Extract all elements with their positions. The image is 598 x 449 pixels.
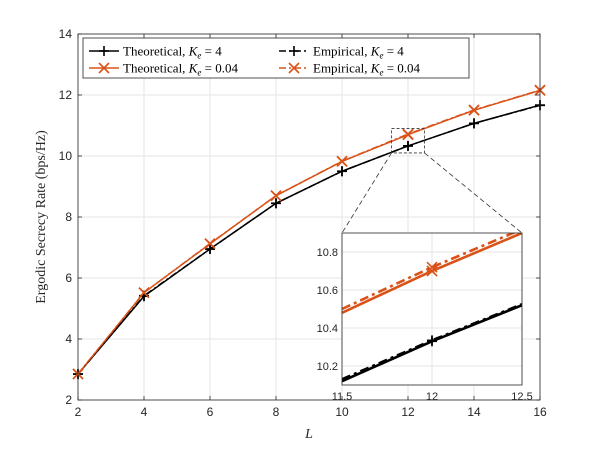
series-2-point-5 — [403, 140, 413, 151]
legend-marker-3 — [288, 62, 300, 74]
inset-y-tick-label-0: 10.2 — [317, 361, 338, 373]
inset-series — [342, 233, 522, 383]
x-tick-label-7: 16 — [533, 405, 547, 419]
inset-tick-labels: 11.5 12 12.5 10.2 10.4 10.6 10.8 — [317, 247, 533, 403]
inset-series-3-point-0-d2 — [426, 261, 438, 273]
legend-label-value: = 4 — [201, 44, 222, 59]
legend-label-subscript: e — [379, 68, 383, 78]
legend-label-value: = 4 — [383, 44, 404, 59]
legend-label-symbol: K — [370, 44, 381, 59]
zoom-connector-right — [424, 152, 523, 234]
x-tick-label-2: 6 — [207, 405, 214, 419]
inset-series-3-point-0 — [426, 261, 438, 273]
series-3-point-1 — [138, 287, 150, 299]
y-axis-label: Ergodic Secrecy Rate (bps/Hz) — [34, 130, 49, 304]
inset-x-tick-label-1: 12 — [426, 391, 438, 403]
main-ticks — [77, 33, 541, 401]
legend-label-1: Theoretical, Ke = 0.04 — [123, 61, 238, 78]
y-tick-label-5: 12 — [59, 88, 73, 102]
series-3-point-5 — [402, 128, 414, 140]
legend-label-text: Theoretical, — [123, 61, 189, 76]
inset-series-line-1 — [342, 303, 522, 381]
legend-marker-1-d2 — [98, 62, 110, 74]
legend-label-2: Empirical, Ke = 4 — [313, 44, 404, 61]
inset-series-2-point-0 — [426, 265, 438, 277]
legend-label-subscript: e — [197, 51, 201, 61]
legend: Theoretical, Ke = 4 Empirical, Ke = 4Theo… — [82, 37, 470, 79]
y-tick-label-2: 6 — [65, 271, 72, 285]
series-2-point-2 — [205, 244, 215, 255]
main-grid — [77, 33, 541, 401]
legend-label-subscript: e — [197, 68, 201, 78]
series-2-point-6 — [469, 118, 479, 129]
series-3-point-4-d2 — [336, 155, 348, 167]
series-3-point-6 — [468, 104, 480, 116]
inset-series-2-point-0-d2 — [426, 265, 438, 277]
series-3-point-1-d2 — [138, 287, 150, 299]
inset-zoom-plot: 11.5 12 12.5 10.2 10.4 10.6 10.8 — [317, 232, 533, 403]
inset-x-tick-label-0: 11.5 — [332, 391, 353, 403]
legend-label-text: Empirical, — [313, 44, 371, 59]
legend-label-text: Theoretical, — [123, 44, 189, 59]
legend-label-value: = 0.04 — [201, 61, 238, 76]
series-3-point-4 — [336, 155, 348, 167]
legend-box — [82, 37, 470, 79]
series-line-2 — [77, 104, 541, 375]
legend-label-subscript: e — [379, 51, 383, 61]
series-3-point-5-d2 — [402, 128, 414, 140]
x-axis-label: L — [304, 427, 313, 442]
legend-label-3: Empirical, Ke = 0.04 — [313, 61, 421, 78]
zoom-indicator — [341, 128, 523, 234]
series-3-point-3 — [270, 190, 282, 202]
inset-y-tick-label-1: 10.4 — [317, 323, 338, 335]
x-tick-label-3: 8 — [273, 405, 280, 419]
legend-marker-1 — [98, 62, 110, 74]
legend-label-0: Theoretical, Ke = 4 — [123, 44, 222, 61]
inset-y-tick-label-3: 10.8 — [317, 247, 338, 259]
y-tick-label-0: 2 — [65, 393, 72, 407]
inset-x-tick-label-2: 12.5 — [511, 391, 532, 403]
legend-marker-3-d2 — [288, 62, 300, 74]
x-tick-label-0: 2 — [75, 405, 82, 419]
y-tick-label-4: 10 — [59, 149, 73, 163]
legend-label-symbol: K — [188, 61, 199, 76]
main-tick-labels: 2 4 6 8 10 12 14 16 2 4 6 8 10 12 14 — [59, 27, 547, 419]
x-tick-label-6: 14 — [467, 405, 481, 419]
series-2-point-4 — [337, 166, 347, 177]
x-tick-label-4: 10 — [335, 405, 349, 419]
legend-label-text: Empirical, — [313, 61, 371, 76]
series-3-point-2-d2 — [204, 237, 216, 250]
legend-label-symbol: K — [370, 61, 381, 76]
legend-marker-2 — [289, 46, 299, 56]
inset-frame — [341, 232, 523, 386]
series-2-point-3 — [271, 198, 281, 209]
series-3-point-6-d2 — [468, 104, 480, 116]
series-3-point-3-d2 — [270, 190, 282, 202]
legend-label-value: = 0.04 — [383, 61, 420, 76]
legend-label-symbol: K — [188, 44, 199, 59]
x-tick-label-1: 4 — [141, 405, 148, 419]
zoom-connector-left — [341, 152, 392, 234]
inset-y-tick-label-2: 10.6 — [317, 285, 338, 297]
y-tick-label-1: 4 — [65, 332, 72, 346]
series-3-point-2 — [204, 237, 216, 250]
inset-series-1-point-0 — [427, 335, 437, 346]
x-tick-label-5: 12 — [401, 405, 415, 419]
y-tick-label-3: 8 — [65, 210, 72, 224]
inset-clipped — [342, 233, 522, 383]
series-line-3 — [77, 89, 541, 375]
main-series — [72, 84, 546, 380]
zoom-box — [391, 128, 425, 154]
y-tick-label-6: 14 — [59, 27, 73, 41]
inset-series-line-3 — [342, 233, 517, 311]
legend-marker-0 — [99, 46, 109, 56]
